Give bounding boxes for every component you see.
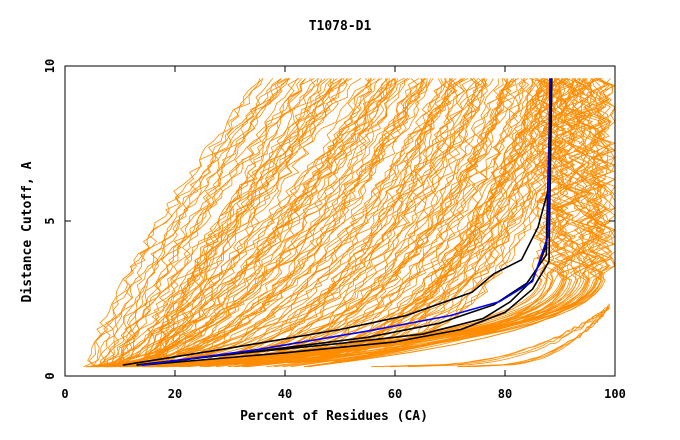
model-line [156, 78, 564, 368]
model-line [126, 78, 348, 367]
model-line [186, 78, 582, 368]
model-line [110, 78, 544, 368]
model-line [89, 78, 261, 367]
model-line [104, 78, 303, 367]
model-line [166, 78, 593, 368]
model-line [96, 78, 509, 368]
model-line [102, 78, 447, 368]
model-line [121, 78, 579, 368]
y-tick-label: 10 [43, 59, 57, 73]
model-line [149, 78, 516, 368]
x-tick-label: 60 [388, 387, 402, 401]
model-line [116, 78, 264, 368]
model-line [166, 78, 533, 368]
model-line [92, 78, 291, 367]
model-line [117, 78, 290, 367]
model-line [143, 78, 450, 368]
model-line [161, 78, 323, 367]
model-line [154, 78, 475, 368]
chart-title: T1078-D1 [309, 19, 372, 34]
model-line [100, 78, 380, 368]
model-line [407, 306, 610, 368]
model-line [118, 78, 426, 368]
model-line [106, 78, 442, 368]
model-line [106, 78, 425, 368]
model-line [151, 78, 423, 368]
model-line [112, 78, 372, 367]
model-line [125, 78, 477, 368]
highlight-line-black [136, 78, 553, 366]
model-line [92, 78, 466, 368]
highlighted-model-lines [122, 78, 553, 366]
model-line [124, 78, 456, 368]
model-line [123, 78, 397, 368]
model-line [108, 78, 411, 368]
y-tick-label: 5 [43, 217, 57, 224]
model-line [107, 78, 434, 368]
model-line [307, 78, 577, 368]
model-line [88, 78, 389, 368]
x-tick-label: 20 [168, 387, 182, 401]
model-line [85, 78, 485, 368]
model-line [106, 78, 486, 368]
x-tick-label: 0 [61, 387, 68, 401]
model-line [241, 78, 611, 368]
y-tick-label: 0 [43, 372, 57, 379]
model-line [119, 78, 289, 367]
model-line [122, 78, 343, 367]
model-line [148, 78, 519, 368]
model-line [156, 78, 397, 368]
model-line [98, 78, 515, 368]
model-line [116, 78, 390, 368]
x-tick-label: 40 [278, 387, 292, 401]
highlight-line-black [141, 78, 553, 366]
model-line [116, 78, 534, 368]
model-line [466, 307, 610, 368]
model-line [159, 78, 469, 368]
model-line [85, 78, 464, 368]
model-line [111, 78, 388, 368]
model-line [125, 78, 458, 368]
model-line [107, 78, 290, 367]
model-line [274, 78, 593, 368]
model-line [166, 78, 600, 368]
x-axis-label: Percent of Residues (CA) [240, 409, 428, 424]
model-line [87, 78, 287, 368]
highlight-line-black [122, 78, 551, 366]
model-line [123, 78, 406, 368]
x-tick-label: 80 [498, 387, 512, 401]
model-line [147, 78, 487, 368]
model-line [126, 78, 464, 368]
model-line [163, 78, 612, 368]
model-line [109, 78, 427, 368]
model-line [83, 78, 319, 368]
model-line [120, 78, 451, 368]
model-line [103, 78, 274, 367]
model-line [119, 78, 389, 367]
model-line [107, 78, 333, 367]
model-line [153, 78, 480, 368]
model-line [143, 78, 465, 368]
y-axis: 0 5 10 [43, 59, 615, 380]
x-tick-label: 100 [604, 387, 626, 401]
model-line [166, 78, 488, 368]
model-line [244, 78, 600, 368]
model-line [118, 78, 349, 368]
model-line [101, 78, 484, 368]
model-line [107, 78, 335, 368]
model-line [126, 78, 428, 368]
model-line [128, 78, 453, 368]
model-line [457, 307, 610, 368]
model-line [141, 78, 543, 368]
x-axis: 0 20 40 60 80 100 [61, 66, 626, 401]
model-line [216, 78, 580, 368]
y-axis-label: Distance Cutoff, A [20, 161, 35, 302]
model-line [144, 78, 306, 367]
highlight-line-blue [141, 78, 551, 366]
model-line [122, 78, 352, 367]
model-line [154, 78, 319, 367]
